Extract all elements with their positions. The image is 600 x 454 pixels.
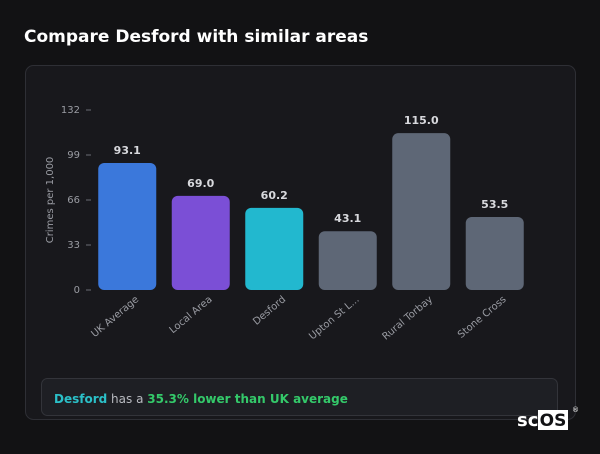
logo-prefix: sc	[517, 410, 538, 431]
value-label: 60.2	[261, 189, 288, 202]
logo-box	[538, 410, 568, 430]
bar	[392, 133, 451, 290]
logo-mark: ®	[572, 406, 579, 414]
bar	[465, 217, 524, 290]
bar	[171, 195, 230, 290]
bar	[98, 163, 157, 290]
value-label: 53.5	[481, 198, 508, 211]
value-label: 115.0	[404, 114, 439, 127]
bar	[245, 207, 304, 290]
summary-text: Desford has a 35.3% lower than UK averag…	[54, 392, 348, 406]
y-tick-label: 33	[67, 240, 80, 251]
logo-boxed: OS	[540, 411, 567, 431]
y-tick-label: 99	[67, 150, 80, 161]
y-tick-label: 132	[61, 105, 80, 116]
value-label: 93.1	[114, 144, 141, 157]
chart-title: Compare Desford with similar areas	[24, 27, 368, 47]
summary-box	[41, 378, 558, 416]
bar	[318, 231, 377, 290]
summary-middle: has a	[111, 392, 143, 406]
y-tick-label: 66	[67, 195, 80, 206]
summary-area: Desford	[54, 392, 107, 406]
y-axis-label: Crimes per 1,000	[45, 157, 56, 244]
y-tick-label: 0	[74, 285, 80, 296]
summary-highlight: 35.3% lower than UK average	[147, 392, 348, 406]
value-label: 43.1	[334, 212, 361, 225]
value-label: 69.0	[187, 177, 214, 190]
